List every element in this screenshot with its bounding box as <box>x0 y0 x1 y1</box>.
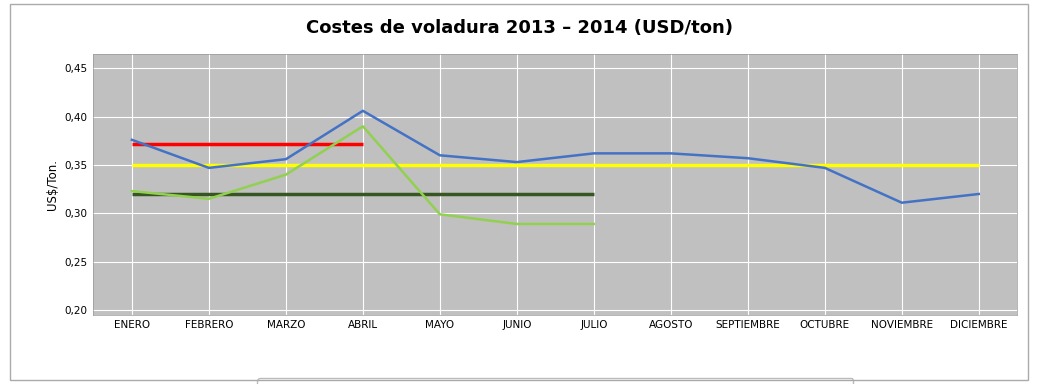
Text: Costes de voladura 2013 – 2014 (USD/ton): Costes de voladura 2013 – 2014 (USD/ton) <box>305 19 733 37</box>
Legend: US$/Ton. 2013, Prom. Antes, Prom. 2013, Costo 2014, Prom. 2014: US$/Ton. 2013, Prom. Antes, Prom. 2013, … <box>257 378 853 384</box>
Y-axis label: US$/Ton.: US$/Ton. <box>46 159 59 210</box>
